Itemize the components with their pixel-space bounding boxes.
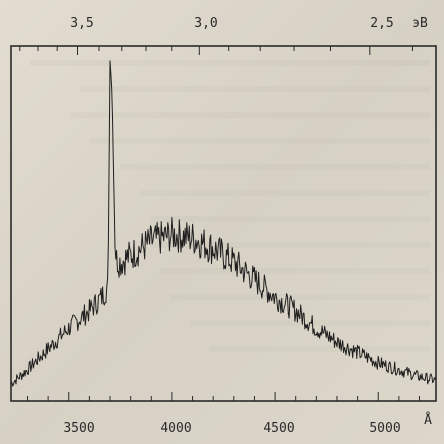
bottom-tick-label-3500: 3500	[63, 421, 94, 436]
top-tick-label-3-5: 3,5	[70, 16, 93, 31]
top-axis-ticks	[19, 46, 413, 55]
top-tick-label-2-5: 2,5	[370, 16, 393, 31]
bottom-tick-label-4000: 4000	[160, 421, 191, 436]
bottom-tick-label-4500: 4500	[263, 421, 294, 436]
top-axis-unit: эВ	[412, 16, 428, 31]
bleed-through-texture	[30, 60, 430, 352]
top-tick-label-3-0: 3,0	[194, 16, 217, 31]
bottom-axis-ticks	[27, 392, 420, 401]
spectrum-series-line	[10, 60, 437, 387]
plot-frame	[10, 45, 437, 402]
bottom-axis-unit: Å	[424, 412, 432, 428]
bottom-tick-label-5000: 5000	[369, 421, 400, 436]
